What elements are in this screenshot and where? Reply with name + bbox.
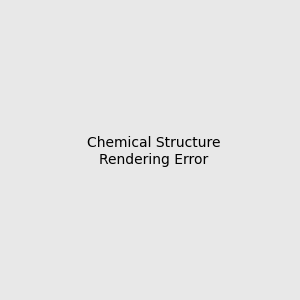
Text: Chemical Structure
Rendering Error: Chemical Structure Rendering Error	[87, 136, 220, 166]
